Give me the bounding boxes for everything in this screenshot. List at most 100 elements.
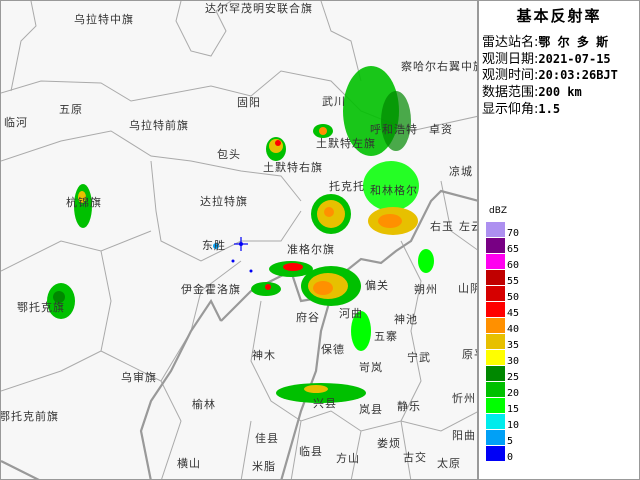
place-label: 山阴 (458, 282, 477, 295)
map-layer (1, 1, 477, 479)
place-label: 乌拉特前旗 (129, 119, 189, 132)
elevation-value: 1.5 (538, 102, 561, 116)
place-label: 达拉特旗 (200, 195, 248, 208)
echo-baotou-cell (266, 124, 333, 161)
place-label: 右玉 (430, 220, 454, 233)
data-range-row: 数据范围:200 km (482, 81, 582, 100)
place-label: 土默特右旗 (263, 161, 323, 174)
place-label: 临县 (299, 445, 323, 458)
place-label: 五原 (59, 103, 83, 116)
legend-swatch (486, 382, 505, 397)
data-range-value: 200 km (538, 85, 582, 99)
product-title: 基本反射率 (516, 7, 602, 25)
province-boundaries (1, 189, 477, 479)
legend-swatch (486, 254, 505, 269)
legend-swatch (486, 302, 505, 317)
place-label: 呼和浩特 (370, 123, 418, 136)
radar-echoes (47, 66, 434, 403)
info-panel: 基本反射率 雷达站名:鄂 尔 多 斯 观测日期:2021-07-15 观测时间:… (478, 0, 640, 480)
place-label: 包头 (217, 148, 241, 161)
place-label: 横山 (177, 457, 201, 470)
legend-swatch (486, 430, 505, 445)
legend-label: 35 (507, 340, 520, 351)
legend-label: 5 (507, 436, 514, 447)
legend-unit: dBZ (489, 206, 508, 216)
legend-swatch (486, 414, 505, 429)
place-label: 五寨 (374, 330, 398, 343)
place-label: 古交 (403, 451, 427, 464)
place-label: 托克托 (329, 180, 365, 193)
legend-label: 40 (507, 324, 520, 335)
place-label: 忻州 (452, 392, 476, 405)
place-label: 榆林 (192, 398, 216, 411)
place-label: 宁武 (407, 351, 431, 364)
elevation-row: 显示仰角:1.5 (482, 98, 560, 117)
obs-time-row: 观测时间:20:03:26BJT (482, 64, 618, 83)
place-label: 鄂托克旗 (17, 301, 65, 314)
place-label: 卓资 (429, 123, 453, 136)
legend-label: 0 (507, 452, 514, 463)
obs-date-row: 观测日期:2021-07-15 (482, 48, 611, 67)
legend-swatch (486, 222, 505, 237)
place-label: 方山 (336, 452, 360, 465)
place-label: 凉城 (449, 165, 473, 178)
place-label: 临河 (4, 116, 28, 129)
legend-label: 25 (507, 372, 520, 383)
legend-label: 65 (507, 244, 520, 255)
echo-hohhot-cluster (343, 66, 419, 235)
place-label: 察哈尔右翼中旗 (401, 60, 478, 73)
place-label: 达尔罕茂明安联合旗 (205, 2, 313, 15)
legend-swatch (486, 446, 505, 461)
legend-label: 20 (507, 388, 520, 399)
place-label: 静乐 (397, 400, 421, 413)
place-label: 东胜 (202, 239, 226, 252)
place-label: 原平 (462, 348, 477, 361)
station-name-value: 鄂 尔 多 斯 (538, 35, 609, 49)
place-label: 伊金霍洛旗 (181, 283, 241, 296)
legend-label: 70 (507, 228, 520, 239)
legend-swatch (486, 318, 505, 333)
legend-label: 55 (507, 276, 520, 287)
place-label: 土默特左旗 (316, 137, 376, 150)
place-label: 左云 (459, 220, 477, 233)
place-label: 偏关 (365, 279, 389, 292)
data-range-label: 数据范围: (482, 85, 539, 100)
legend-label: 60 (507, 260, 520, 271)
place-label: 府谷 (296, 311, 320, 324)
place-label: 朔州 (414, 283, 438, 296)
place-label: 神池 (394, 313, 418, 326)
place-label: 保德 (321, 343, 345, 356)
county-boundaries (1, 1, 477, 479)
legend-swatch (486, 334, 505, 349)
place-label: 固阳 (237, 96, 261, 109)
place-label: 鄂托克前旗 (0, 410, 59, 423)
place-label: 准格尔旗 (287, 243, 335, 256)
obs-time-label: 观测时间: (482, 68, 539, 83)
echo-zhungeer-line (251, 261, 361, 306)
place-label: 杭锦旗 (66, 196, 102, 209)
elevation-label: 显示仰角: (482, 102, 539, 117)
place-label: 兴县 (313, 397, 337, 410)
place-label: 河曲 (339, 307, 363, 320)
place-label: 乌拉特中旗 (74, 13, 134, 26)
place-label: 岢岚 (359, 361, 383, 374)
place-label: 武川 (322, 95, 346, 108)
place-label: 娄烦 (377, 437, 401, 450)
place-label: 佳县 (255, 432, 279, 445)
obs-time-value: 20:03:26BJT (538, 68, 618, 82)
legend-label: 30 (507, 356, 520, 367)
radar-site-marker (234, 237, 248, 251)
radar-map[interactable]: 达尔罕茂明安联合旗乌拉特中旗察哈尔右翼中旗固阳 武川五原临河 乌拉特前旗 呼和浩特 卓资… (0, 0, 478, 480)
legend-label: 15 (507, 404, 520, 415)
station-name-row: 雷达站名:鄂 尔 多 斯 (482, 31, 608, 50)
obs-date-value: 2021-07-15 (538, 52, 611, 66)
place-label: 和林格尔 (370, 184, 418, 197)
legend-swatch (486, 286, 505, 301)
legend-swatch (486, 350, 505, 365)
echo-tuoketuo-cell (311, 194, 351, 234)
legend-swatch (486, 398, 505, 413)
legend-swatch (486, 238, 505, 253)
station-name-label: 雷达站名: (482, 35, 539, 50)
place-label: 神木 (252, 349, 276, 362)
place-label: 乌审旗 (121, 371, 157, 384)
